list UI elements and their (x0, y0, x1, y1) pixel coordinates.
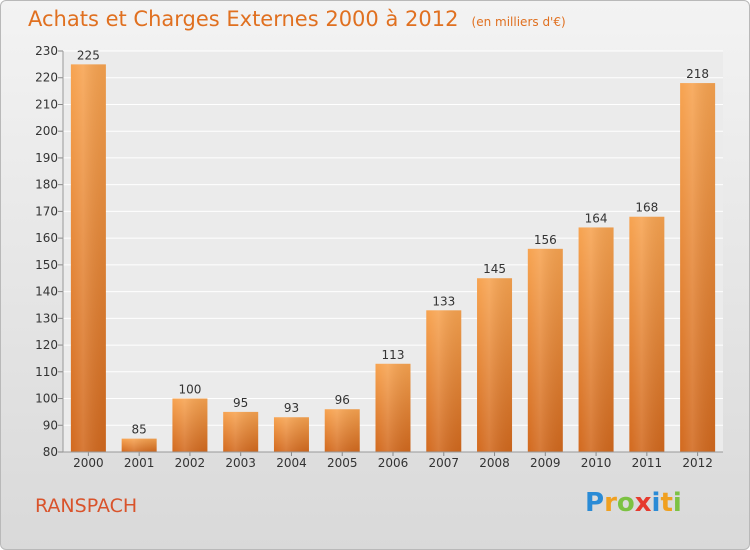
logo-letter: i (651, 488, 661, 518)
bar-sheen (121, 438, 157, 452)
bar-sheen (629, 216, 665, 452)
x-tick-label: 2009 (530, 456, 561, 470)
x-tick-label: 2000 (73, 456, 104, 470)
bar-value-label: 93 (284, 401, 299, 415)
logo-letter: o (616, 488, 635, 518)
bar-sheen (527, 248, 563, 452)
bar-sheen (375, 363, 411, 452)
y-tick-label: 140 (35, 285, 58, 299)
bar-value-label: 113 (382, 348, 405, 362)
y-tick-label: 210 (35, 97, 58, 111)
chart-title: Achats et Charges Externes 2000 à 2012 (28, 7, 459, 31)
logo-letter: t (660, 488, 673, 518)
bar-value-label: 145 (483, 262, 506, 276)
y-tick-label: 130 (35, 311, 58, 325)
bar-sheen (172, 398, 208, 452)
bar-sheen (578, 227, 614, 452)
x-tick-label: 2001 (124, 456, 155, 470)
y-tick-label: 180 (35, 178, 58, 192)
logo-letter: P (585, 488, 605, 518)
proxiti-logo: Proxiti (585, 488, 682, 518)
bar-sheen (273, 417, 309, 452)
bars: 225 85 100 95 93 96 113 133 145 156 164 168 218 (70, 48, 716, 452)
bar-sheen (70, 64, 106, 452)
bar-sheen (426, 310, 462, 452)
bar-sheen (477, 278, 513, 452)
x-axis: 2000 2001 2002 2003 2004 2005 2006 2007 2008 2009… (63, 451, 723, 470)
x-tick-label: 2002 (175, 456, 206, 470)
x-tick-label: 2010 (581, 456, 612, 470)
y-tick-label: 110 (35, 365, 58, 379)
x-tick-label: 2005 (327, 456, 358, 470)
x-tick-label: 2003 (225, 456, 256, 470)
y-tick-label: 80 (43, 445, 58, 459)
bar-value-label: 225 (77, 48, 100, 62)
chart-unit: (en milliers d'€) (471, 15, 566, 29)
logo-letter: r (604, 488, 617, 518)
bar-value-label: 133 (432, 294, 455, 308)
x-tick-label: 2004 (276, 456, 307, 470)
bar-value-label: 168 (635, 201, 658, 215)
logo-letter: x (634, 488, 652, 518)
x-tick-label: 2011 (632, 456, 663, 470)
bar-value-label: 95 (233, 396, 248, 410)
bar-value-label: 164 (585, 211, 608, 225)
title-row: Achats et Charges Externes 2000 à 2012 (… (28, 7, 566, 31)
bar-value-label: 85 (132, 423, 147, 437)
y-tick-label: 230 (35, 44, 58, 58)
y-tick-label: 190 (35, 151, 58, 165)
x-tick-label: 2008 (479, 456, 510, 470)
x-tick-label: 2012 (682, 456, 713, 470)
y-axis: 80 90 100 110 120 130 140 150 160 170 180 190 200 210… (35, 44, 64, 459)
bar-sheen (223, 411, 259, 452)
bar-value-label: 218 (686, 67, 709, 81)
y-tick-label: 90 (43, 418, 58, 432)
y-tick-label: 160 (35, 231, 58, 245)
logo-letter: i (672, 488, 682, 518)
y-tick-label: 170 (35, 204, 58, 218)
y-tick-label: 220 (35, 71, 58, 85)
x-tick-label: 2007 (428, 456, 459, 470)
y-tick-label: 120 (35, 338, 58, 352)
x-tick-label: 2006 (378, 456, 409, 470)
y-tick-label: 100 (35, 392, 58, 406)
bar-value-label: 100 (178, 383, 201, 397)
bar-value-label: 96 (335, 393, 350, 407)
bar-value-label: 156 (534, 233, 557, 247)
y-tick-label: 200 (35, 124, 58, 138)
city-name: RANSPACH (35, 495, 138, 517)
y-tick-label: 150 (35, 258, 58, 272)
bar-sheen (680, 83, 716, 452)
bar-sheen (324, 409, 360, 452)
